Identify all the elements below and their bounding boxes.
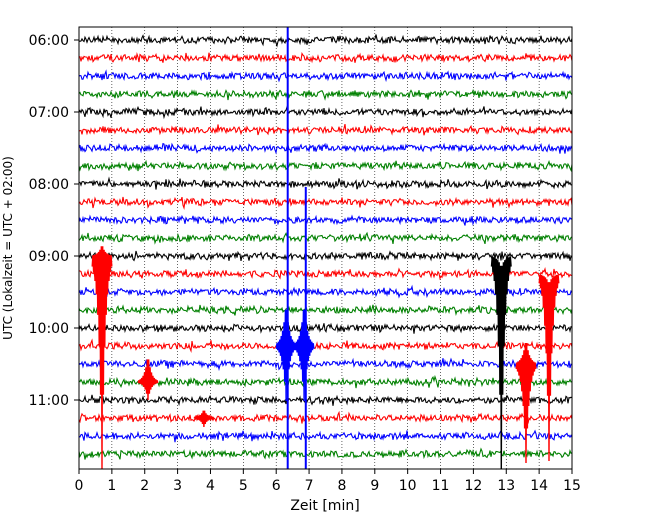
trace-10 — [78, 214, 573, 226]
x-tick-label-12: 12 — [464, 478, 482, 494]
event-1 — [137, 359, 159, 401]
y-axis-ticks: 06:00 07:00 08:00 09:00 10:00 11:00 — [29, 33, 79, 409]
trace-8 — [78, 176, 573, 190]
x-tick-label-3: 3 — [173, 478, 182, 494]
x-axis-label: Zeit [min] — [290, 498, 359, 514]
x-tick-label-7: 7 — [305, 478, 314, 494]
y-tick-label-5: 11:00 — [29, 393, 69, 409]
y-tick-label-0: 06:00 — [29, 33, 69, 49]
trace-16 — [78, 322, 573, 334]
y-tick-label-2: 08:00 — [29, 177, 69, 193]
trace-23 — [78, 447, 573, 460]
trace-14 — [78, 284, 573, 299]
trace-17 — [78, 338, 573, 354]
x-tick-label-8: 8 — [337, 478, 346, 494]
trace-12 — [78, 250, 573, 262]
x-tick-label-1: 1 — [107, 478, 116, 494]
x-tick-label-2: 2 — [140, 478, 149, 494]
x-tick-label-15: 15 — [563, 478, 581, 494]
trace-1 — [78, 52, 573, 64]
trace-20 — [78, 394, 573, 407]
trace-5 — [78, 123, 573, 136]
event-2 — [193, 410, 215, 428]
trace-11 — [78, 231, 573, 245]
trace-3 — [78, 88, 573, 101]
x-tick-label-11: 11 — [432, 478, 450, 494]
y-tick-label-4: 10:00 — [29, 321, 69, 337]
plot-background — [79, 27, 572, 469]
x-tick-label-0: 0 — [75, 478, 84, 494]
trace-6 — [78, 142, 573, 155]
plot-frame — [78, 26, 573, 470]
seismic-events — [91, 27, 560, 470]
trace-0 — [78, 34, 573, 48]
x-tick-label-13: 13 — [497, 478, 515, 494]
trace-18 — [78, 357, 573, 372]
trace-21 — [78, 410, 573, 424]
x-tick-label-4: 4 — [206, 478, 215, 494]
x-axis-ticks: 0 1 2 3 4 5 6 7 8 9 10 11 12 13 14 15 — [75, 469, 581, 494]
x-tick-label-9: 9 — [370, 478, 379, 494]
x-tick-label-5: 5 — [239, 478, 248, 494]
trace-9 — [78, 196, 573, 210]
y-tick-label-1: 07:00 — [29, 105, 69, 121]
trace-2 — [78, 69, 573, 83]
trace-15 — [78, 303, 573, 316]
trace-7 — [78, 159, 573, 172]
event-6 — [293, 309, 315, 402]
event-8 — [515, 342, 537, 464]
trace-13 — [78, 266, 573, 281]
x-tick-label-10: 10 — [399, 478, 417, 494]
trace-19 — [78, 374, 573, 389]
x-tick-label-14: 14 — [530, 478, 548, 494]
event-5 — [275, 309, 297, 402]
event-9 — [538, 274, 560, 462]
seismic-traces — [78, 34, 573, 460]
y-axis-label: UTC (Lokalzeit = UTC + 02:00) — [1, 156, 15, 340]
trace-22 — [78, 429, 573, 443]
trace-4 — [78, 105, 573, 120]
x-tick-label-6: 6 — [272, 478, 281, 494]
y-tick-label-3: 09:00 — [29, 249, 69, 265]
